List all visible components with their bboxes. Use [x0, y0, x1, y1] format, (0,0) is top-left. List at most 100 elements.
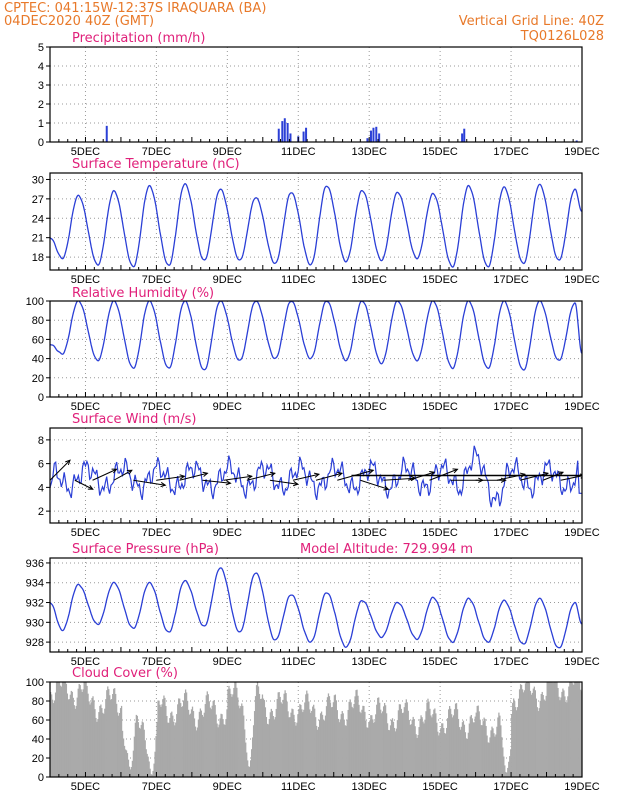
cloud-bar: [395, 728, 398, 777]
x-tick-label: 9DEC: [213, 527, 242, 539]
cloud-bar: [209, 707, 211, 777]
cloud-bar: [508, 761, 510, 777]
cloud-bar: [413, 719, 415, 777]
cloud-bar: [551, 682, 553, 777]
cloud-bar: [281, 703, 283, 777]
cloud-bar: [52, 703, 55, 777]
cloud-bar: [179, 698, 181, 777]
cloud-bar: [397, 710, 400, 777]
cloud-bar: [322, 719, 325, 777]
cloud-bar: [327, 693, 330, 777]
plot-area: [50, 445, 582, 508]
x-tick-label: 7DEC: [142, 146, 171, 158]
cloud-bar: [540, 694, 542, 777]
cloud-bar: [352, 708, 354, 777]
cloud-bar: [103, 713, 105, 777]
cloud-bar: [409, 724, 411, 777]
cloud-bar: [158, 700, 160, 777]
cloud-bar: [237, 697, 239, 777]
cloud-bar: [545, 695, 547, 777]
cloud-bar: [157, 700, 159, 777]
cloud-bar: [77, 688, 79, 777]
cloud-bar: [498, 712, 500, 777]
cloud-bar: [514, 701, 516, 777]
cloud-bar: [106, 690, 108, 777]
cloud-bar: [533, 686, 536, 777]
x-tick-label: 5DEC: [71, 656, 100, 668]
cloud-bar: [472, 722, 474, 777]
cloud-bar: [579, 682, 581, 777]
cloud-bar: [109, 695, 111, 777]
cloud-bar: [434, 708, 436, 777]
cloud-bar: [330, 707, 333, 777]
cloud-bar: [101, 708, 103, 777]
cloud-bar: [444, 732, 446, 777]
x-tick-label: 7DEC: [142, 274, 171, 286]
cloud-bar: [425, 711, 427, 777]
cloud-bar: [292, 709, 294, 777]
cloud-bar: [466, 738, 469, 777]
cloud-bar: [517, 698, 520, 777]
cloud-bar: [306, 690, 308, 777]
cloud-bar: [385, 713, 388, 777]
x-tick-label: 7DEC: [142, 781, 171, 793]
cloud-bar: [511, 713, 513, 777]
cloud-bar: [73, 705, 75, 777]
cloud-bar: [94, 709, 96, 777]
wind-arrow: [133, 479, 166, 486]
cloud-bar: [227, 689, 229, 777]
cloud-bar: [537, 711, 539, 777]
cloud-bar: [344, 725, 346, 777]
wind-arrow: [92, 468, 117, 481]
cloud-bar: [305, 694, 307, 777]
grid: [50, 300, 582, 398]
cloud-bar: [552, 682, 554, 777]
humidity-panel: Relative Humidity (%) 0 20 40 60 80 100 5DEC 7D…: [26, 286, 600, 413]
cloud-bar: [250, 749, 253, 777]
cloud-bar: [401, 713, 403, 777]
cloud-bar: [181, 706, 183, 777]
cloud-bar: [187, 709, 190, 777]
wind-arrow: [360, 479, 389, 490]
cloud-bar: [240, 706, 242, 777]
cloud-bar: [155, 736, 157, 777]
cloud-bar: [137, 722, 139, 777]
cloud-bar: [288, 717, 290, 777]
wind-arrow: [383, 477, 416, 481]
cloud-bar: [543, 699, 545, 777]
cloud-bar: [527, 682, 530, 777]
precip-bar: [283, 118, 286, 142]
cloud-bar: [556, 682, 558, 777]
cloud-bar: [463, 724, 466, 777]
cloud-bar: [473, 722, 475, 777]
cloud-bar: [176, 714, 178, 777]
cloud-bar: [154, 751, 156, 777]
wind-arrow-head: [65, 459, 71, 466]
cloud-bar: [406, 702, 408, 777]
cloud-bar: [550, 682, 552, 777]
cloud-bar: [373, 722, 375, 777]
cloud-bar: [461, 722, 464, 777]
cloud-bar: [300, 704, 302, 777]
cloud-bar: [153, 763, 155, 777]
cloud-bar: [457, 718, 460, 777]
cloud-bar: [173, 721, 175, 777]
cloud-bar: [215, 714, 217, 777]
cloud-bar: [553, 682, 555, 777]
cloud-bar: [424, 719, 426, 777]
cloud-bar: [568, 686, 570, 777]
temperature-title: Surface Temperature (nC): [72, 157, 240, 172]
cloud-bar: [439, 732, 441, 777]
cloud-bar: [95, 717, 97, 777]
cloud-bar: [355, 690, 357, 777]
x-tick-label: 19DEC: [564, 274, 600, 286]
cloud-bar: [365, 720, 367, 777]
cloud-bar: [141, 721, 143, 777]
cloud-bar: [379, 702, 381, 777]
cloud-bar: [206, 691, 208, 777]
wind-arrow: [156, 475, 185, 481]
cloud-bar: [370, 715, 372, 777]
cloud-bar: [287, 711, 289, 777]
cloud-bar: [278, 692, 280, 777]
cloud-bar: [557, 687, 559, 777]
